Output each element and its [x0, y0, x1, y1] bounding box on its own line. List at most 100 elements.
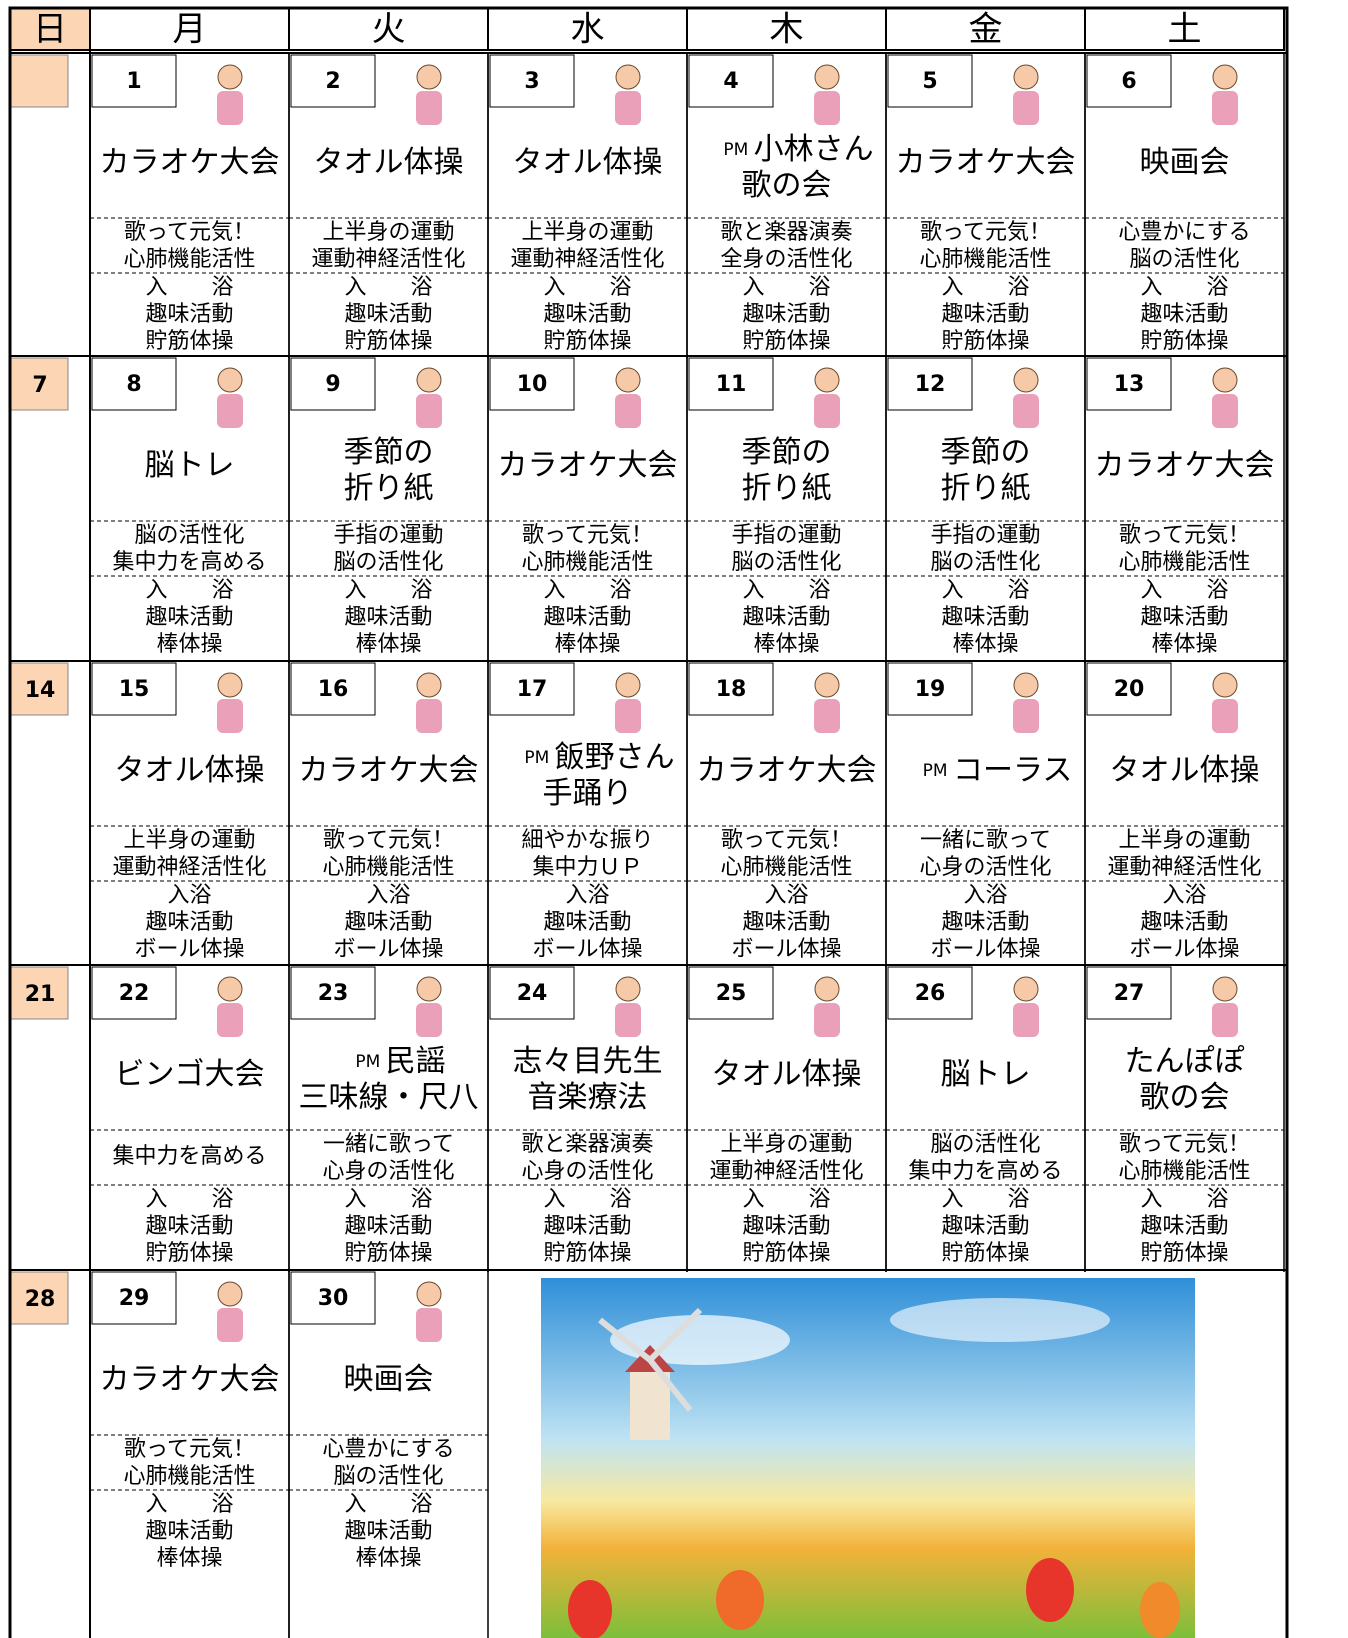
activity: 趣味活動 [344, 302, 432, 327]
purpose: 上半身の運動 [720, 1132, 852, 1157]
purpose: 脳の活性化 [134, 523, 244, 548]
date-box [290, 1271, 376, 1325]
event-line: 小林さん [754, 132, 874, 167]
event: カラオケ大会 [100, 145, 280, 180]
activity: 入浴 [565, 883, 609, 908]
event-line: タオル体操 [712, 1057, 862, 1092]
event: 季節の [344, 435, 434, 470]
purpose: 集中力ＵＰ [532, 855, 642, 880]
event: 脳トレ [941, 1057, 1031, 1092]
date: 25 [716, 981, 747, 1006]
event-line: 歌の会 [1140, 1080, 1230, 1115]
illustration [814, 976, 840, 1002]
purpose: 心身の活性化 [919, 855, 1051, 880]
purpose: 運動神経活性化 [510, 247, 664, 272]
date-box [290, 54, 376, 108]
purpose: 脳の活性化 [930, 550, 1040, 575]
illustration [1212, 91, 1238, 125]
purpose: 歌って元気！ [522, 523, 653, 548]
illustration [1013, 699, 1039, 733]
activity: 入 浴 [941, 1187, 1029, 1212]
purpose: 心肺機能活性 [919, 247, 1051, 272]
activity: 趣味活動 [1140, 302, 1228, 327]
date: 10 [517, 372, 548, 397]
activity: 趣味活動 [941, 302, 1029, 327]
date-box [1086, 357, 1172, 411]
activity: 入 浴 [145, 578, 233, 603]
event: 歌の会 [1140, 1080, 1230, 1115]
illustration [615, 699, 641, 733]
event: 季節の [941, 435, 1031, 470]
illustration [1212, 1003, 1238, 1037]
header-day: 土 [1168, 10, 1202, 50]
sunday-box [9, 54, 69, 108]
date-box [489, 54, 575, 108]
event: タオル体操 [513, 145, 663, 180]
date: 22 [119, 981, 150, 1006]
date-box [887, 662, 973, 716]
illustration [1212, 699, 1238, 733]
date: 12 [915, 372, 946, 397]
date: 27 [1114, 981, 1145, 1006]
illustration [217, 394, 243, 428]
purpose: 心肺機能活性 [720, 855, 852, 880]
illustration [1212, 64, 1238, 90]
event: カラオケ大会 [299, 753, 479, 788]
purpose: 心肺機能活性 [521, 550, 653, 575]
illustration [416, 976, 442, 1002]
activity: 趣味活動 [543, 1214, 631, 1239]
purpose: 歌って元気！ [1119, 1132, 1250, 1157]
illustration [615, 1003, 641, 1037]
purpose: 全身の活性化 [720, 247, 852, 272]
event: 折り紙 [742, 471, 832, 506]
purpose: 上半身の運動 [123, 828, 255, 853]
event-line: 三味線・尺八 [299, 1080, 479, 1115]
illustration [217, 672, 243, 698]
event: PM 民謡 [355, 1044, 445, 1079]
activity: 入浴 [167, 883, 211, 908]
event: 折り紙 [344, 471, 434, 506]
illustration [814, 1003, 840, 1037]
illustration [615, 976, 641, 1002]
event: 手踊り [543, 776, 633, 811]
header-cell [1084, 7, 1285, 51]
activity: 入 浴 [543, 275, 631, 300]
date: 3 [524, 69, 539, 94]
date-box [91, 54, 177, 108]
event: タオル体操 [314, 145, 464, 180]
purpose: 心豊かにする [1118, 220, 1250, 245]
activity: 入 浴 [742, 1187, 830, 1212]
activity: 趣味活動 [145, 1214, 233, 1239]
event: 志々目先生 [513, 1044, 663, 1079]
date-box [1086, 54, 1172, 108]
pm-label: PM [723, 140, 753, 160]
activity: 入 浴 [543, 1187, 631, 1212]
sunday-date: 28 [25, 1287, 56, 1312]
date-box [290, 357, 376, 411]
event-line: タオル体操 [513, 145, 663, 180]
date: 15 [119, 677, 150, 702]
purpose: 歌と楽器演奏 [720, 220, 852, 245]
activity: 貯筋体操 [145, 329, 233, 354]
event-line: たんぽぽ [1125, 1044, 1245, 1079]
date: 26 [915, 981, 946, 1006]
activity: 趣味活動 [344, 1214, 432, 1239]
illustration [814, 64, 840, 90]
activity: 棒体操 [554, 632, 620, 657]
activity: 入 浴 [742, 275, 830, 300]
purpose: 集中力を高める [908, 1159, 1062, 1184]
activity: 棒体操 [355, 632, 421, 657]
purpose: 歌って元気！ [721, 828, 852, 853]
event-line: 折り紙 [344, 471, 434, 506]
illustration [1013, 672, 1039, 698]
activity: 棒体操 [156, 1546, 222, 1571]
illustration [814, 367, 840, 393]
header-cell [686, 7, 887, 51]
activity: 貯筋体操 [543, 329, 631, 354]
purpose: 歌って元気！ [323, 828, 454, 853]
event-line: カラオケ大会 [1095, 448, 1275, 483]
date-box [887, 54, 973, 108]
purpose: 心豊かにする [322, 1437, 454, 1462]
activity: 貯筋体操 [145, 1241, 233, 1266]
event-line: 季節の [941, 435, 1031, 470]
